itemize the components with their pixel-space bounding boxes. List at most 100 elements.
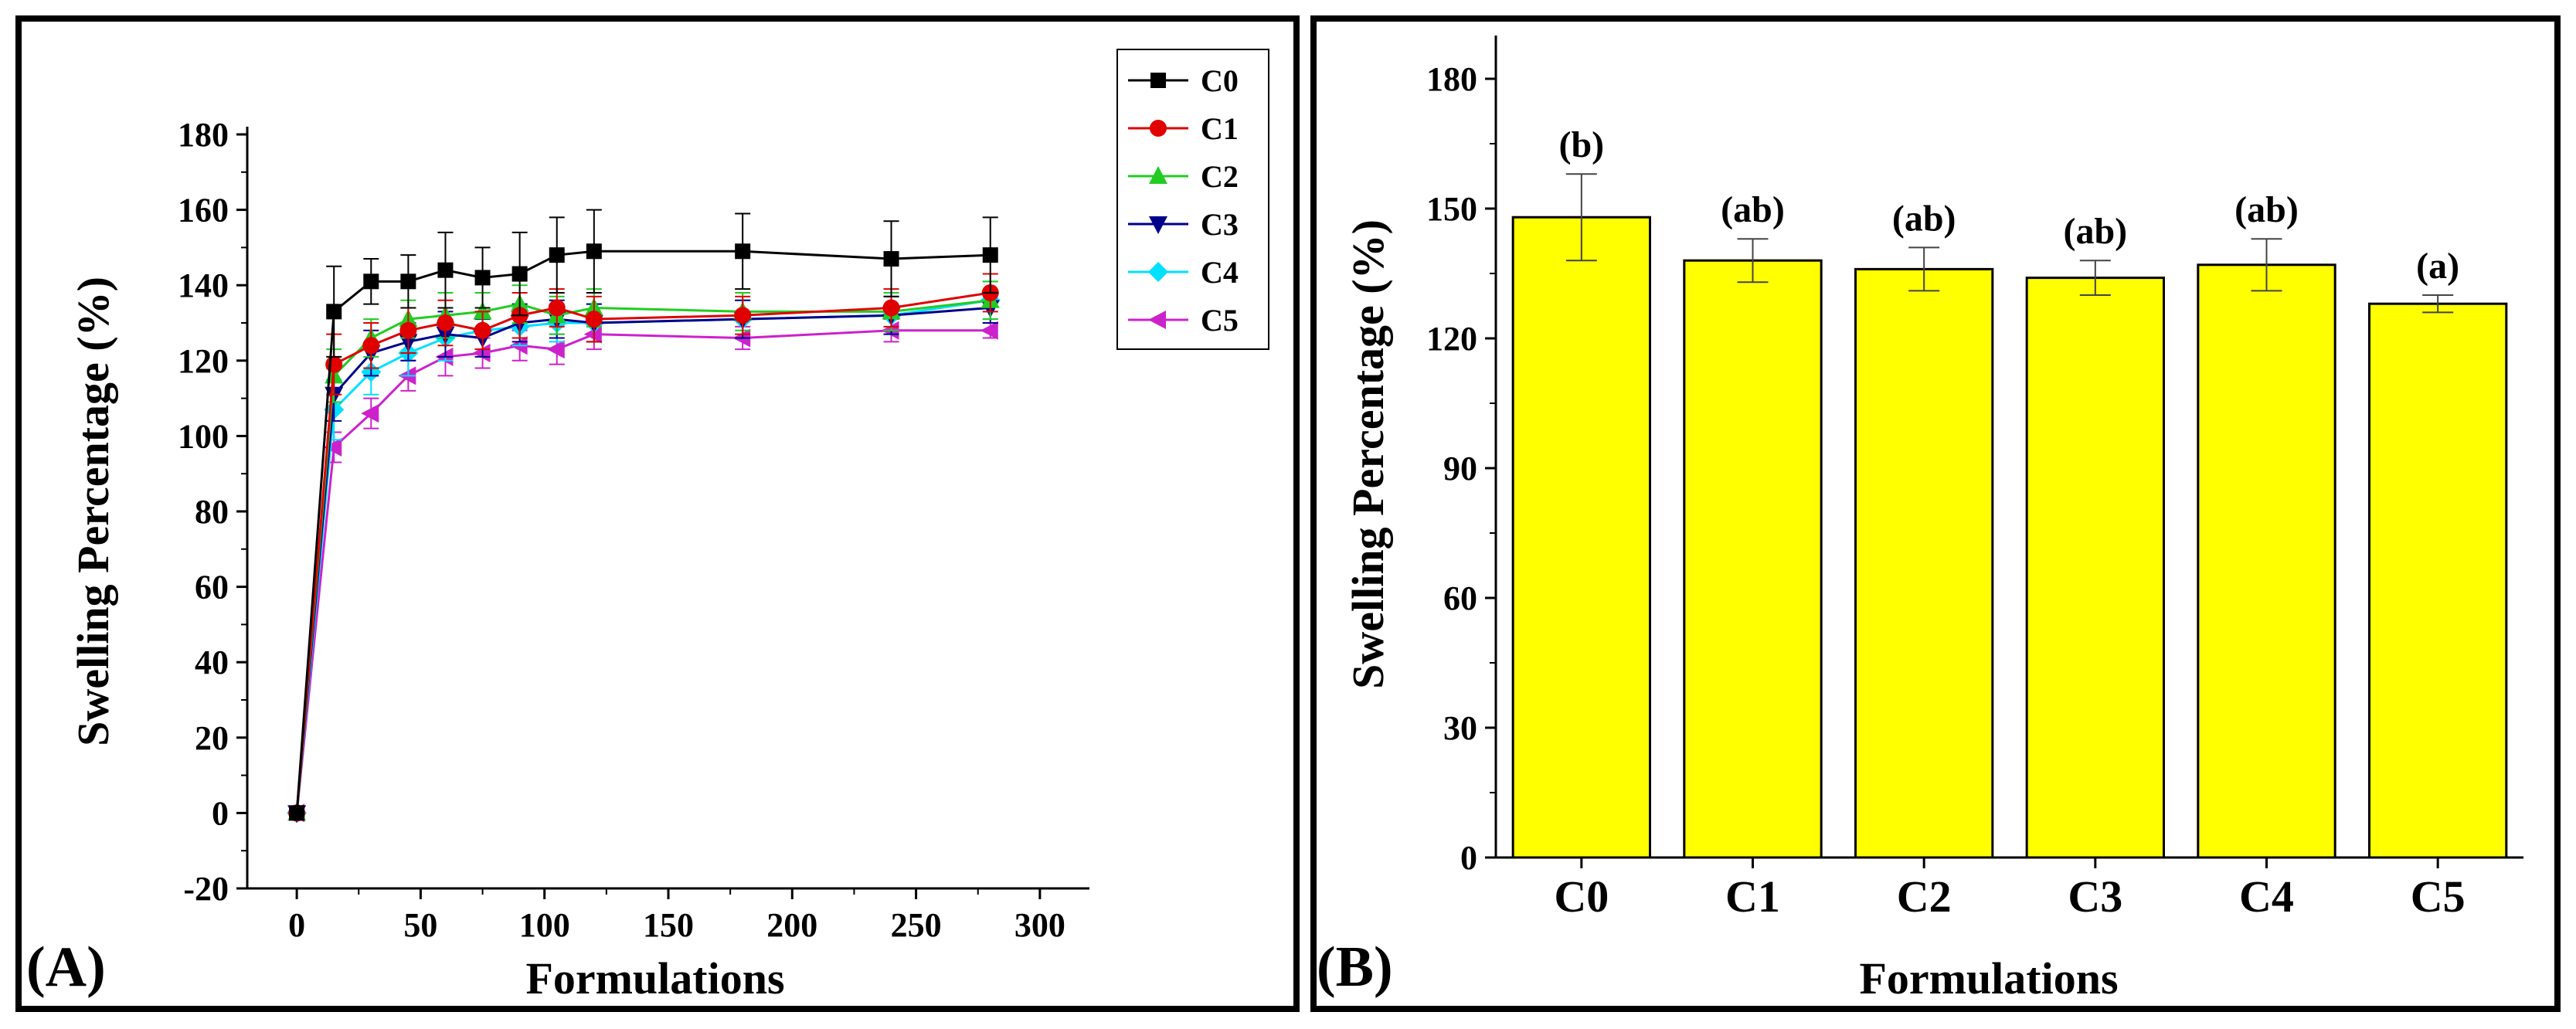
- significance-label: (b): [1558, 124, 1604, 165]
- marker: [324, 438, 342, 457]
- significance-label: (ab): [2063, 211, 2127, 252]
- y-tick-label: 0: [212, 794, 229, 832]
- series-C5: [287, 318, 998, 823]
- y-tick-label: 120: [178, 342, 229, 380]
- x-tick-label: 300: [1014, 906, 1065, 944]
- marker: [474, 321, 491, 339]
- legend-item-C2: C2: [1128, 159, 1239, 194]
- series-line-C5: [295, 329, 991, 813]
- x-tick-label: 250: [891, 906, 942, 944]
- bar-group-C2: (ab): [1854, 198, 1994, 859]
- marker: [473, 301, 492, 320]
- legend: C0 C1 C2 C3 C4 C5: [1116, 49, 1269, 350]
- marker: [474, 270, 491, 286]
- x-tick-label: 100: [519, 906, 570, 944]
- series-line-C4: [295, 299, 991, 813]
- y-tick-label: 120: [1426, 320, 1477, 358]
- legend-label: C2: [1201, 159, 1239, 194]
- marker: [511, 266, 528, 282]
- marker: [735, 243, 751, 260]
- bar-group-C1: (ab): [1683, 189, 1823, 859]
- marker: [1150, 120, 1167, 137]
- y-tick-label: 80: [195, 493, 229, 531]
- legend-item-C0: C0: [1128, 63, 1239, 98]
- bar-group-C5: (a): [2368, 246, 2508, 859]
- marker: [362, 337, 380, 355]
- x-tick-label: C3: [2068, 871, 2122, 922]
- bar: [1854, 267, 1994, 859]
- y-tick-label: -20: [183, 870, 229, 908]
- marker: [1148, 311, 1166, 329]
- bar-group-C3: (ab): [2025, 211, 2166, 859]
- y-tick-label: 150: [1426, 190, 1477, 228]
- marker: [400, 273, 416, 290]
- x-tick-label: C1: [1725, 871, 1780, 922]
- series-line-C1: [295, 291, 991, 813]
- x-axis-title: Formulations: [1859, 953, 2118, 1004]
- bar: [2025, 277, 2166, 859]
- bar: [1511, 216, 1651, 859]
- significance-label: (ab): [1892, 198, 1956, 239]
- marker: [437, 262, 454, 278]
- y-axis-title: Swelling Percentage (%): [68, 277, 118, 746]
- panel-a: -20 0 20 40 60 80 100 120 140 160 180 0 50 100 150 200 2…: [15, 15, 1300, 1012]
- legend-item-C3: C3: [1128, 207, 1239, 242]
- x-tick-label: 50: [403, 906, 437, 944]
- marker: [1149, 216, 1167, 234]
- legend-label: C1: [1201, 111, 1239, 146]
- y-tick-label: 0: [1460, 839, 1477, 877]
- y-tick-label: 180: [178, 116, 229, 154]
- marker: [325, 355, 343, 373]
- panel-b: (b) C0 (ab) C1 (ab) C2 (ab) C3 (ab) C4 (a) C5 0 30 60 9…: [1310, 15, 2561, 1012]
- marker: [980, 321, 998, 340]
- x-axis-title: Formulations: [525, 953, 784, 1004]
- bar-chart-swelling: (b) C0 (ab) C1 (ab) C2 (ab) C3 (ab) C4 (a) C5 0 30 60 9…: [1317, 36, 2523, 1004]
- x-tick-label: C2: [1897, 871, 1952, 922]
- marker: [586, 243, 602, 260]
- y-tick-label: 40: [195, 644, 229, 681]
- series-line-C3: [295, 306, 991, 813]
- marker: [882, 299, 900, 317]
- marker: [472, 344, 491, 363]
- series-line-C2: [295, 299, 991, 813]
- series-C3: [287, 291, 1000, 824]
- marker: [361, 404, 379, 423]
- panel-label-b: (B): [1317, 936, 1393, 999]
- legend-item-C4: C4: [1128, 255, 1239, 290]
- series-C2: [287, 280, 1000, 821]
- line-chart-swelling: -20 0 20 40 60 80 100 120 140 160 180 0 50 100 150 200 2…: [26, 49, 1269, 1004]
- marker: [1149, 166, 1167, 184]
- bar: [2368, 302, 2508, 859]
- marker: [1148, 262, 1168, 282]
- marker: [982, 247, 998, 263]
- marker: [546, 340, 565, 359]
- significance-label: (a): [2416, 246, 2459, 287]
- series-C0: [289, 209, 998, 821]
- marker: [399, 321, 417, 339]
- significance-label: (ab): [2234, 189, 2299, 230]
- marker: [549, 247, 565, 263]
- bar-group-C0: (b): [1511, 124, 1651, 859]
- series-C4: [287, 280, 1001, 824]
- y-tick-label: 20: [195, 719, 229, 757]
- bar: [1683, 259, 1823, 859]
- y-tick-label: 160: [178, 192, 229, 229]
- legend-label: C4: [1201, 255, 1239, 290]
- x-tick-label: 150: [643, 906, 694, 944]
- y-tick-label: 60: [195, 569, 229, 606]
- marker: [585, 311, 603, 328]
- y-tick-label: 140: [178, 267, 229, 304]
- marker: [363, 273, 379, 290]
- legend-item-C5: C5: [1128, 303, 1239, 338]
- panel-label-a: (A): [26, 936, 106, 999]
- marker: [548, 299, 566, 317]
- marker: [437, 314, 454, 331]
- y-tick-label: 60: [1443, 579, 1477, 617]
- bar-group-C4: (ab): [2197, 189, 2336, 859]
- legend-label: C3: [1201, 207, 1239, 242]
- legend-label: C0: [1201, 63, 1239, 98]
- bar: [2197, 263, 2336, 859]
- y-tick-label: 90: [1443, 450, 1477, 487]
- marker: [326, 304, 342, 320]
- x-tick-label: 0: [288, 906, 305, 944]
